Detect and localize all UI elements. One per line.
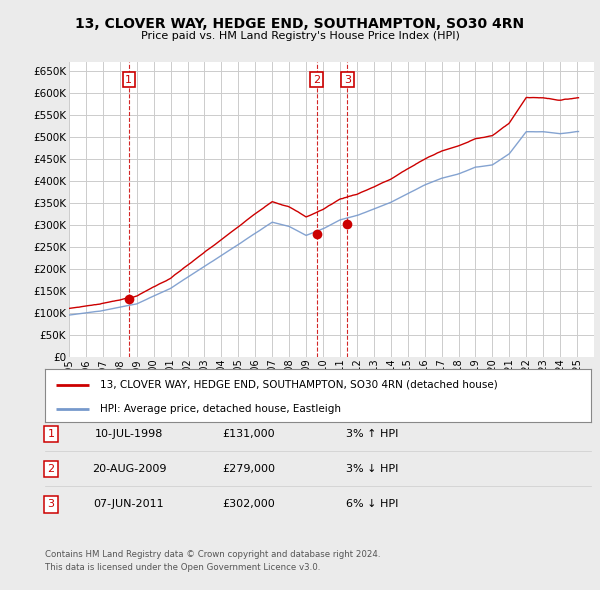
Text: Price paid vs. HM Land Registry's House Price Index (HPI): Price paid vs. HM Land Registry's House …	[140, 31, 460, 41]
Text: 1: 1	[125, 74, 132, 84]
Text: 13, CLOVER WAY, HEDGE END, SOUTHAMPTON, SO30 4RN (detached house): 13, CLOVER WAY, HEDGE END, SOUTHAMPTON, …	[100, 380, 497, 389]
Text: 1: 1	[47, 429, 55, 438]
Text: 3% ↓ HPI: 3% ↓ HPI	[346, 464, 398, 474]
Text: Contains HM Land Registry data © Crown copyright and database right 2024.: Contains HM Land Registry data © Crown c…	[45, 550, 380, 559]
Text: 2: 2	[47, 464, 55, 474]
Text: 13, CLOVER WAY, HEDGE END, SOUTHAMPTON, SO30 4RN: 13, CLOVER WAY, HEDGE END, SOUTHAMPTON, …	[76, 17, 524, 31]
Text: £302,000: £302,000	[223, 500, 275, 509]
Text: £131,000: £131,000	[223, 429, 275, 438]
Text: 2: 2	[313, 74, 320, 84]
Text: 3: 3	[344, 74, 351, 84]
Text: 20-AUG-2009: 20-AUG-2009	[92, 464, 166, 474]
Text: 07-JUN-2011: 07-JUN-2011	[94, 500, 164, 509]
Text: £279,000: £279,000	[223, 464, 275, 474]
Text: HPI: Average price, detached house, Eastleigh: HPI: Average price, detached house, East…	[100, 404, 341, 414]
Text: 10-JUL-1998: 10-JUL-1998	[95, 429, 163, 438]
Text: 6% ↓ HPI: 6% ↓ HPI	[346, 500, 398, 509]
Text: This data is licensed under the Open Government Licence v3.0.: This data is licensed under the Open Gov…	[45, 563, 320, 572]
Text: 3% ↑ HPI: 3% ↑ HPI	[346, 429, 398, 438]
Text: 3: 3	[47, 500, 55, 509]
